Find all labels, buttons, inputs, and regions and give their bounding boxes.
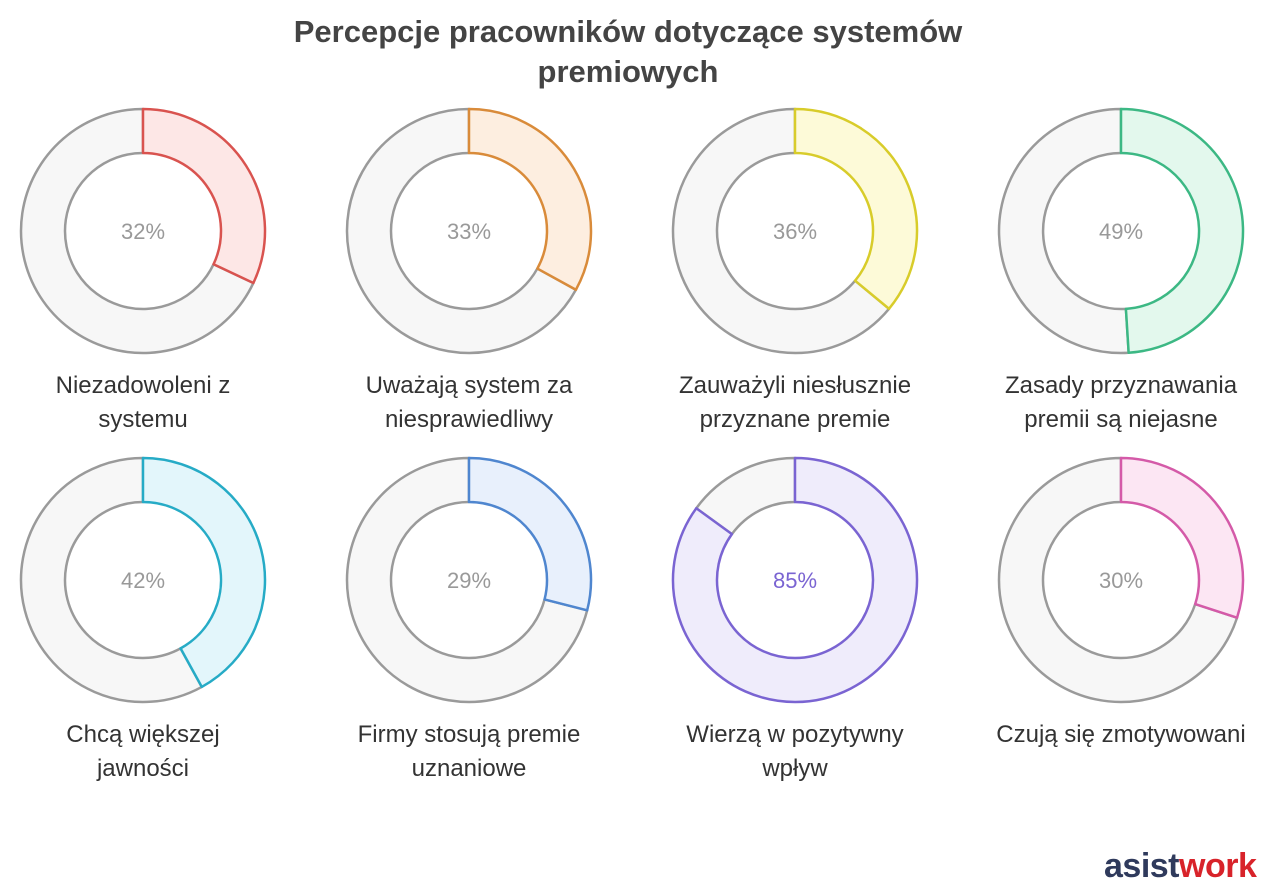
donut-1-value-segment	[141, 107, 267, 285]
brand-logo: asistwork	[1104, 846, 1257, 886]
donut-5-value-label: 42%	[121, 568, 165, 593]
donut-7-caption-line-1: Wierzą w pozytywny	[686, 721, 904, 748]
donut-1-caption: Niezadowoleni z systemu	[0, 369, 293, 437]
donut-6-caption: Firmy stosują premie uznaniowe	[319, 718, 619, 786]
donut-2: 33%	[345, 107, 593, 355]
donut-5-caption: Chcą większej jawności	[0, 718, 293, 786]
donut-7-caption-line-2: wpływ	[762, 755, 828, 782]
donut-8-value-segment	[1119, 456, 1245, 619]
donut-5-value-segment	[141, 456, 267, 689]
donut-1: 32%	[19, 107, 267, 355]
donut-4-value-label: 49%	[1099, 219, 1143, 244]
donut-2-caption-line-2: niesprawiedliwy	[384, 406, 554, 433]
donut-1-remainder-segment	[19, 107, 255, 355]
donut-7-caption: Wierzą w pozytywny wpływ	[645, 718, 945, 786]
donut-1-caption-line-1: Niezadowoleni z	[55, 372, 231, 399]
donut-5: 42%	[19, 456, 267, 704]
brand-logo-part-1: asist	[1104, 847, 1180, 885]
donut-3-caption-line-2: przyznane premie	[699, 406, 891, 433]
donut-2-caption: Uważają system za niesprawiedliwy	[319, 369, 619, 437]
donut-3-caption-line-1: Zauważyli niesłusznie	[678, 372, 912, 399]
donut-1-value-label: 32%	[121, 219, 165, 244]
donut-6-value-label: 29%	[447, 568, 491, 593]
donut-6-caption-line-2: uznaniowe	[411, 755, 527, 782]
donut-8-remainder-segment	[997, 456, 1239, 704]
donut-3: 36%	[671, 107, 919, 355]
donut-5-caption-line-2: jawności	[96, 755, 190, 782]
donut-4-caption: Zasady przyznawania premii są niejasne	[971, 369, 1271, 437]
donut-7-value-label: 85%	[773, 568, 817, 593]
donut-6-value-segment	[467, 456, 593, 612]
donut-4-caption-line-2: premii są niejasne	[1024, 406, 1218, 433]
donut-4: 49%	[997, 107, 1245, 355]
donut-6: 29%	[345, 456, 593, 704]
donut-8-value-label: 30%	[1099, 568, 1143, 593]
donut-4-caption-line-1: Zasady przyznawania	[1004, 372, 1238, 399]
donut-4-value-segment	[1119, 107, 1245, 355]
donut-4-remainder-segment	[997, 107, 1130, 355]
chart-title: Percepcje pracowników dotyczące systemów…	[0, 12, 1256, 92]
chart-title-line-1: Percepcje pracowników dotyczące systemów	[293, 14, 963, 49]
donut-2-value-segment	[467, 107, 593, 292]
donut-3-value-label: 36%	[773, 219, 817, 244]
donut-3-caption: Zauważyli niesłusznie przyznane premie	[645, 369, 945, 437]
donut-5-remainder-segment	[19, 456, 204, 704]
donut-1-caption-line-2: systemu	[98, 406, 188, 433]
donut-6-caption-line-1: Firmy stosują premie	[357, 721, 581, 748]
donut-8-caption: Czują się zmotywowani	[971, 718, 1271, 752]
donut-2-remainder-segment	[345, 107, 578, 355]
donut-8: 30%	[997, 456, 1245, 704]
donut-8-caption-line-1: Czują się zmotywowani	[996, 721, 1246, 748]
donut-3-value-segment	[793, 107, 919, 311]
donut-6-remainder-segment	[345, 456, 589, 704]
donut-7-value-segment	[671, 456, 919, 704]
donut-2-value-label: 33%	[447, 219, 491, 244]
donut-3-remainder-segment	[671, 107, 891, 355]
chart-title-line-2: premiowych	[537, 54, 719, 89]
donut-7: 85%	[671, 456, 919, 704]
donut-5-caption-line-1: Chcą większej	[66, 721, 220, 748]
brand-logo-part-2: work	[1179, 847, 1257, 885]
donut-2-caption-line-1: Uważają system za	[365, 372, 573, 399]
